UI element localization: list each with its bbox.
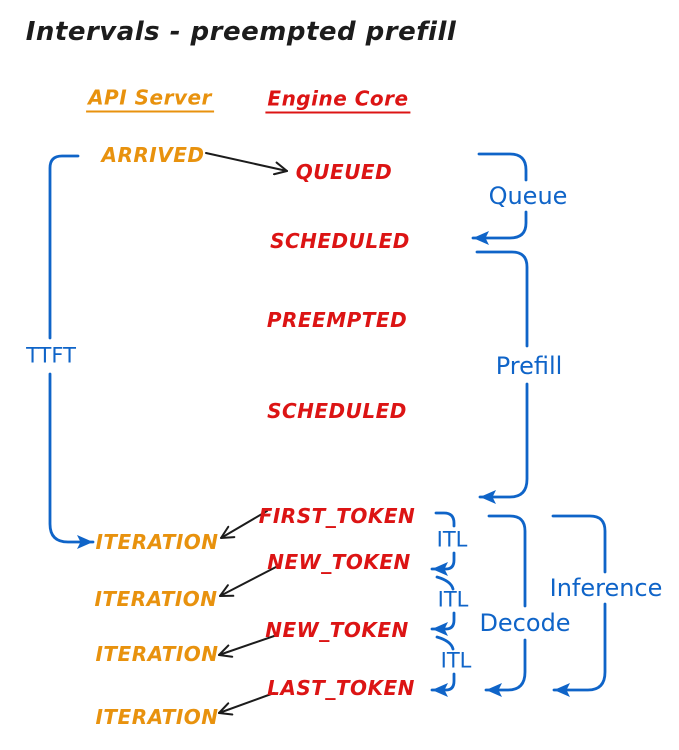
itl-bracket-3 — [430, 672, 456, 697]
arrow-first-token-to-iteration-1 — [220, 510, 268, 539]
inference-bracket — [551, 514, 607, 697]
event-new-token-1: NEW_TOKEN — [267, 550, 411, 574]
event-first-token: FIRST_TOKEN — [258, 504, 416, 528]
interval-label-ttft: TTFT — [26, 343, 76, 368]
event-new-token-2: NEW_TOKEN — [265, 618, 409, 642]
itl-bracket-2 — [430, 611, 456, 651]
interval-label-decode: Decode — [479, 609, 571, 637]
event-scheduled-2: SCHEDULED — [267, 399, 407, 423]
arrow-new-token-1-to-iteration-2 — [219, 566, 277, 597]
arrow-new-token-2-to-iteration-3 — [218, 634, 278, 658]
queue-bracket — [471, 152, 528, 245]
prefill-bracket — [475, 250, 529, 504]
interval-label-prefill: Prefill — [495, 352, 563, 380]
arrow-last-token-to-iteration-4 — [218, 692, 275, 716]
event-iteration-3: ITERATION — [95, 642, 219, 666]
column-header-engine-core: Engine Core — [265, 89, 411, 114]
event-scheduled-1: SCHEDULED — [270, 229, 410, 253]
event-iteration-2: ITERATION — [94, 587, 218, 611]
arrow-arrived-to-queued — [205, 152, 288, 176]
ttft-bracket — [48, 154, 95, 549]
itl-bracket-1 — [430, 511, 456, 591]
diagram-title: Intervals - preempted prefill — [25, 17, 457, 47]
event-arrived: ARRIVED — [101, 143, 205, 167]
interval-label-itl-3: ITL — [440, 648, 472, 673]
interval-label-queue: Queue — [488, 182, 568, 210]
column-header-api-server: API Server — [86, 88, 214, 113]
event-preempted: PREEMPTED — [266, 308, 408, 332]
event-iteration-1: ITERATION — [95, 530, 219, 554]
event-iteration-4: ITERATION — [95, 705, 219, 729]
event-queued: QUEUED — [295, 160, 393, 184]
interval-label-itl-1: ITL — [436, 527, 468, 552]
interval-label-inference: Inference — [549, 574, 663, 602]
event-last-token: LAST_TOKEN — [267, 676, 415, 700]
decode-bracket — [484, 514, 527, 697]
interval-label-itl-2: ITL — [437, 587, 469, 612]
